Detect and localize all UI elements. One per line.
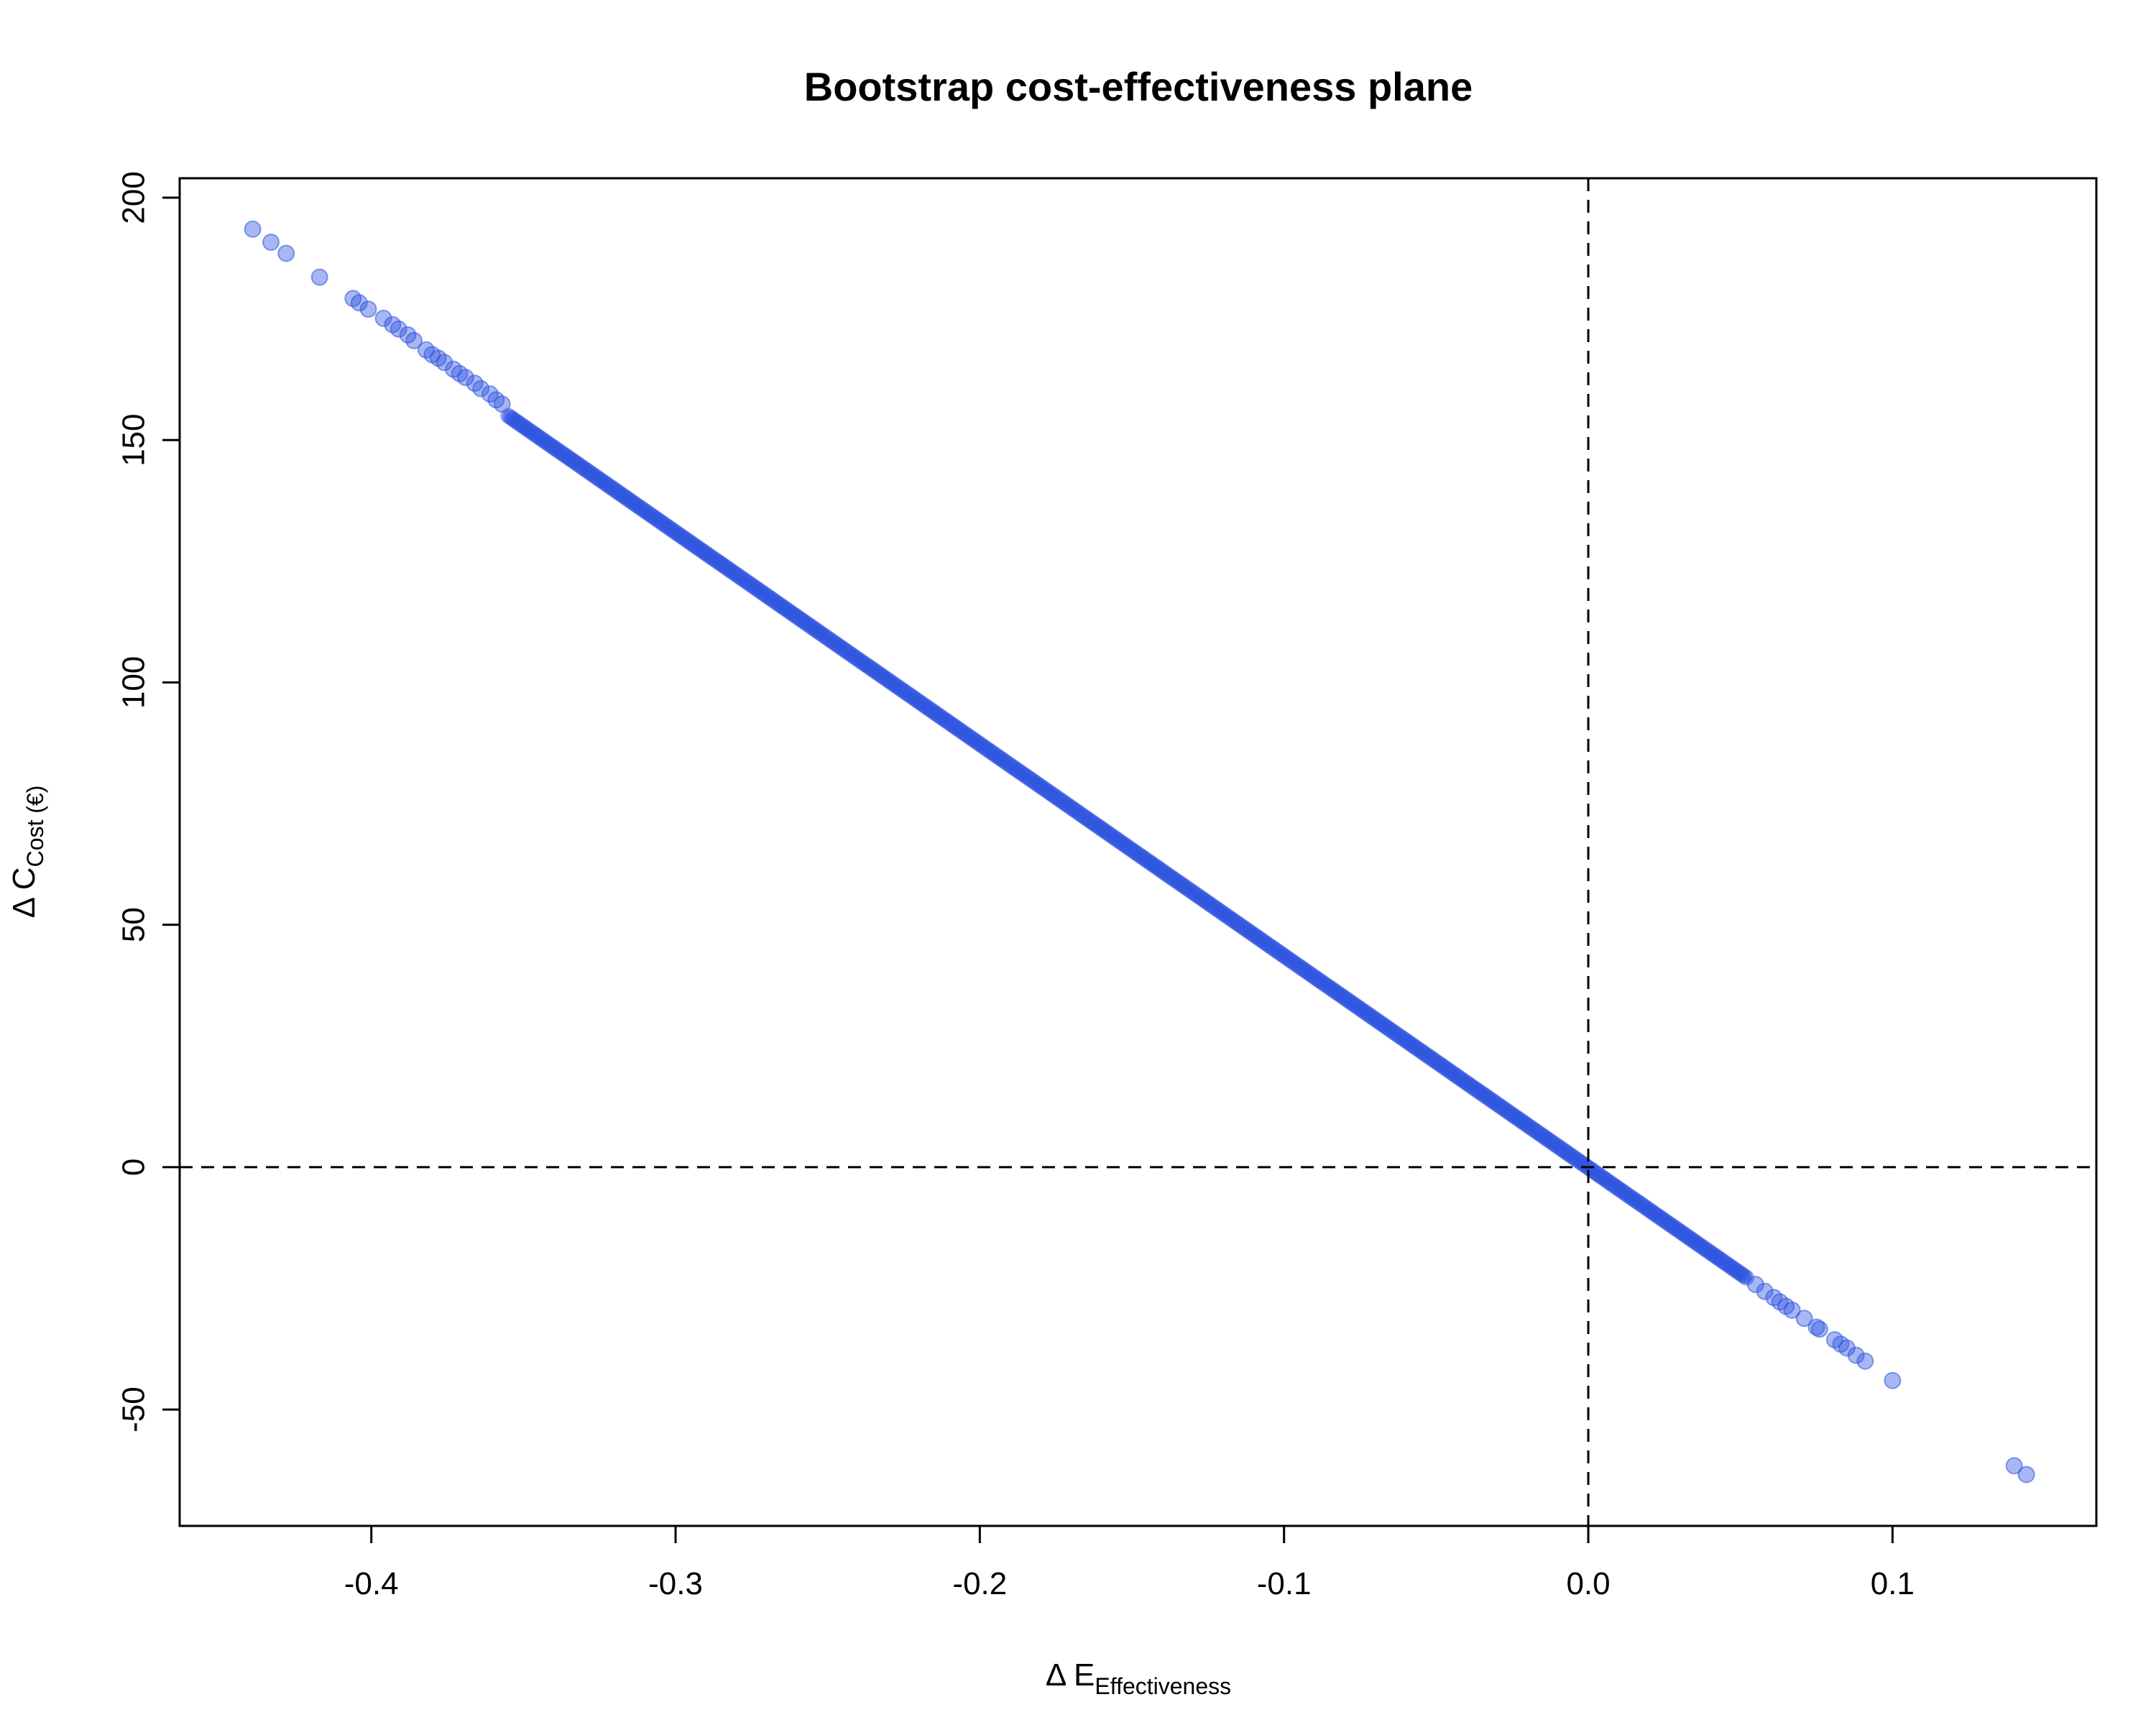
data-point xyxy=(262,234,280,251)
data-point xyxy=(1847,1346,1865,1364)
x-tick-label: -0.1 xyxy=(1257,1566,1312,1601)
data-point xyxy=(374,309,392,327)
x-tick-label: 0.1 xyxy=(1871,1566,1915,1601)
data-point xyxy=(436,354,453,372)
data-point xyxy=(1756,1282,1774,1300)
y-axis-label-main: Δ C xyxy=(6,867,42,918)
y-axis-label-subscript: Cost (€) xyxy=(22,786,48,868)
x-axis-label-subscript: Effectiveness xyxy=(1095,1673,1231,1699)
y-tick-label: 200 xyxy=(116,171,152,224)
data-point xyxy=(244,220,262,238)
data-point xyxy=(1738,1269,1755,1286)
y-tick-label: 0 xyxy=(116,1159,152,1176)
reference-lines xyxy=(180,178,2096,1526)
data-point xyxy=(2017,1466,2035,1484)
y-axis: -50 0 50 100 150 200 xyxy=(116,171,181,1432)
data-point xyxy=(390,320,407,338)
data-point xyxy=(1795,1310,1813,1328)
data-point xyxy=(359,300,377,318)
y-tick-label: -50 xyxy=(116,1386,152,1432)
x-axis: -0.4 -0.3 -0.2 -0.1 0.0 0.1 xyxy=(344,1524,1915,1601)
x-tick-label: -0.4 xyxy=(344,1566,399,1601)
data-point xyxy=(1783,1301,1801,1319)
x-tick-label: -0.2 xyxy=(952,1566,1007,1601)
data-point xyxy=(456,369,474,387)
x-axis-label-main: Δ E xyxy=(1046,1657,1095,1693)
data-point xyxy=(310,268,328,286)
x-tick-label: -0.3 xyxy=(648,1566,703,1601)
data-point xyxy=(2005,1457,2023,1475)
data-point xyxy=(350,294,368,312)
data-point xyxy=(1810,1320,1828,1338)
y-tick-label: 50 xyxy=(116,907,152,942)
y-axis-label: Δ CCost (€) xyxy=(6,786,48,919)
chart-title: Bootstrap cost-effectiveness plane xyxy=(804,64,1473,109)
y-tick-label: 150 xyxy=(116,413,152,466)
x-tick-label: 0.0 xyxy=(1566,1566,1610,1601)
data-point xyxy=(405,331,423,349)
data-point xyxy=(472,380,490,397)
scatter-points xyxy=(244,220,2035,1484)
data-point xyxy=(1884,1371,1902,1389)
x-axis-label: Δ EEffectiveness xyxy=(1046,1657,1231,1699)
data-point xyxy=(277,244,295,262)
data-point xyxy=(1856,1352,1874,1370)
y-tick-label: 100 xyxy=(116,656,152,709)
